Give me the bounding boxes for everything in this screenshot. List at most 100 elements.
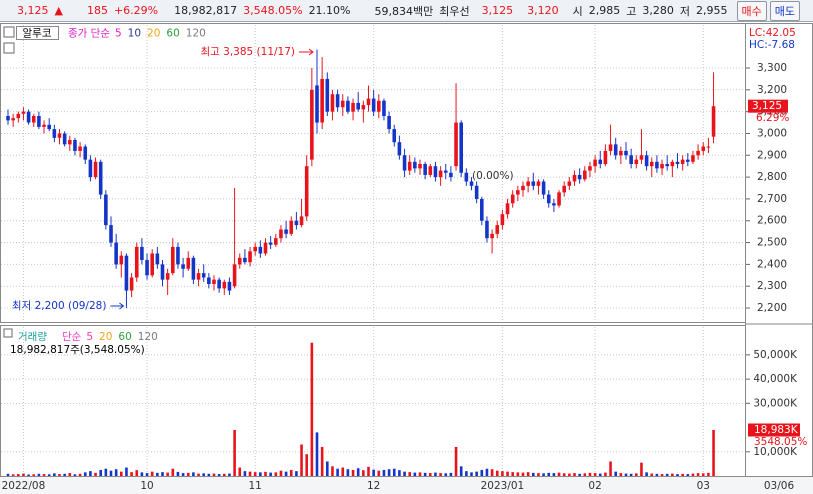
volume-bar	[140, 472, 144, 476]
candle-body	[150, 253, 154, 276]
volume-subtitle: 18,982,817주(3,548.05%)	[10, 344, 145, 356]
y-tick-label: 2,900	[757, 149, 787, 161]
volume-bar	[588, 472, 592, 476]
candle-body	[583, 170, 587, 180]
volume-bar	[506, 471, 509, 476]
candle-body	[701, 146, 706, 151]
candle-body	[407, 161, 412, 171]
candle-body	[449, 172, 453, 178]
quote-bar: 3,125 ▲ 185 +6.29% 18,982,817 3,548.05% …	[0, 0, 813, 22]
volume-bar	[701, 473, 705, 476]
volume-bar	[238, 467, 242, 476]
volume-bar	[176, 471, 180, 476]
volume-bar	[609, 461, 612, 476]
amount: 59,834백만	[374, 4, 434, 18]
y-tick-label: 3,200	[757, 84, 787, 96]
volume-bar	[686, 474, 690, 476]
volume-bar	[279, 470, 283, 476]
candle-body	[124, 255, 129, 291]
candle-body	[500, 214, 505, 226]
sell-button[interactable]: 매도	[769, 0, 800, 21]
volume-bar	[114, 469, 118, 476]
candle-body	[248, 251, 252, 263]
candle-body	[119, 255, 124, 265]
volume-bar	[351, 469, 355, 476]
volume-bar	[382, 469, 386, 476]
legend-entry: 60	[118, 331, 131, 343]
volume-bar	[228, 473, 231, 476]
volume-bar	[532, 472, 535, 476]
legend-label: 종가 단순	[68, 28, 110, 40]
title-tab	[16, 26, 59, 40]
volume-bar	[192, 472, 195, 476]
candle-body	[37, 115, 41, 127]
candle-body	[98, 161, 103, 195]
volume-bar	[568, 473, 571, 476]
volume-bar	[315, 432, 319, 476]
x-tick-label: 11	[249, 480, 262, 492]
icon	[3, 42, 15, 54]
y-tick-label: 50,000K	[753, 349, 798, 361]
volume-bar	[444, 473, 448, 476]
volume-tag: 18,983K	[754, 424, 799, 436]
volume-bar	[135, 470, 139, 476]
volume-bar	[145, 473, 149, 476]
volume-bar	[671, 473, 674, 476]
candle-body	[207, 277, 211, 285]
volume-bar	[490, 469, 494, 476]
candle-body	[243, 257, 247, 263]
candle-body	[691, 155, 695, 162]
candle-body	[619, 150, 623, 156]
volume-bar	[310, 342, 314, 476]
volume-bar	[295, 471, 298, 476]
chart-title: 알루코	[23, 28, 52, 40]
candle-body	[186, 257, 191, 269]
candle-body	[639, 155, 644, 160]
x-tick-label: 02	[588, 480, 601, 492]
candle-body	[165, 273, 170, 280]
volume-ratio: 3,548.05%	[243, 4, 303, 17]
volume-bar	[223, 473, 226, 476]
candle-body	[423, 164, 427, 175]
candle-body	[212, 279, 216, 285]
volume-bar	[387, 469, 391, 476]
candle-body	[11, 118, 15, 121]
candle-body	[134, 246, 139, 278]
volume-bar	[459, 466, 463, 476]
candle-body	[104, 194, 108, 226]
change: 185	[86, 4, 108, 17]
volume-bar	[480, 469, 484, 476]
x-tick-label: 12	[367, 480, 380, 492]
x-tick-label: 03/06	[764, 480, 795, 492]
axis-panel	[745, 23, 813, 477]
candle-body	[325, 78, 330, 112]
volume-bar	[640, 462, 643, 476]
volume-tag-box	[748, 423, 800, 437]
candle-body	[655, 161, 659, 169]
candle-body	[227, 281, 232, 291]
candle-body	[201, 273, 206, 278]
candle-body	[294, 220, 299, 226]
legend-entry: 10	[128, 28, 141, 40]
low-arrow	[110, 302, 125, 310]
volume-bar	[197, 473, 200, 476]
candle-body	[299, 216, 304, 226]
candle-body	[675, 161, 680, 165]
candle-body	[464, 172, 469, 182]
candle-body	[371, 98, 376, 112]
candle-body	[289, 220, 294, 234]
volume-bar	[305, 454, 308, 476]
candle-body	[114, 242, 118, 265]
candle-body	[310, 89, 314, 160]
candle-body	[160, 264, 165, 280]
volume: 18,982,817	[174, 4, 238, 17]
candle-body	[598, 159, 603, 165]
candle-body	[176, 246, 180, 265]
volume-bar	[32, 474, 36, 476]
buy-button[interactable]: 매수	[736, 0, 767, 21]
candle-body	[62, 133, 67, 145]
candle-body	[268, 242, 273, 245]
hc-label: HC:-7.68	[749, 39, 795, 51]
volume-bar	[665, 473, 669, 476]
